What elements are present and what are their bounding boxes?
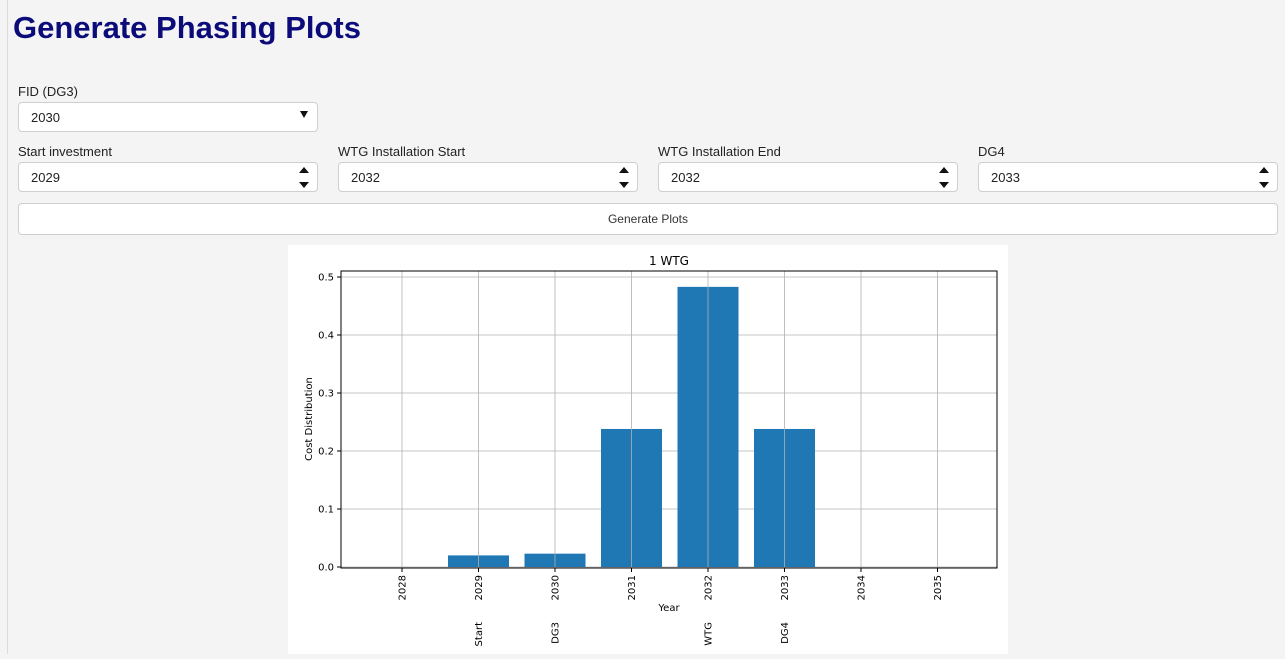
spinner-down-icon[interactable] (299, 182, 309, 188)
chart-axes-frame (340, 270, 998, 569)
start-investment-value: 2029 (31, 170, 60, 185)
y-tick-label: 0.2 (318, 447, 334, 458)
generate-plots-button[interactable]: Generate Plots (18, 203, 1278, 235)
fid-select[interactable]: 2030 (18, 102, 318, 132)
wtg-end-value: 2032 (671, 170, 700, 185)
fid-label: FID (DG3) (18, 84, 78, 99)
spinner-down-icon[interactable] (1259, 182, 1269, 188)
dg4-label: DG4 (978, 144, 1005, 159)
chevron-down-icon (300, 111, 308, 118)
number-spinner[interactable] (299, 167, 309, 189)
milestone-label-wtg: WTG (704, 622, 715, 646)
milestone-label-dg3: DG3 (551, 622, 562, 644)
start-investment-label: Start investment (18, 144, 112, 159)
x-tick-label: 2028 (398, 575, 409, 600)
page-left-border (7, 0, 8, 654)
x-tick-label: 2029 (474, 575, 485, 600)
plot-panel: 0.0 0.1 0.2 0.3 0.4 0.5 2028 2029 2030 2031 2032 20… (288, 245, 1008, 654)
chart-ticks: 0.0 0.1 0.2 0.3 0.4 0.5 2028 2029 2030 2031 2032 20… (318, 273, 944, 647)
fid-value: 2030 (31, 110, 60, 125)
y-tick-label: 0.5 (318, 273, 334, 284)
chart-ylabel: Cost Distribution (304, 377, 315, 461)
x-tick-label: 2031 (627, 575, 638, 600)
x-tick-label: 2034 (857, 575, 868, 600)
chart-xlabel: Year (657, 603, 680, 614)
spinner-up-icon[interactable] (619, 167, 629, 173)
spinner-up-icon[interactable] (939, 167, 949, 173)
phasing-chart: 0.0 0.1 0.2 0.3 0.4 0.5 2028 2029 2030 2031 2032 20… (304, 254, 998, 647)
y-tick-label: 0.0 (318, 563, 334, 574)
chart-title: 1 WTG (649, 254, 689, 268)
x-tick-label: 2032 (704, 575, 715, 600)
start-investment-input[interactable]: 2029 (18, 162, 318, 192)
dg4-input[interactable]: 2033 (978, 162, 1278, 192)
dg4-value: 2033 (991, 170, 1020, 185)
wtg-start-input[interactable]: 2032 (338, 162, 638, 192)
number-spinner[interactable] (619, 167, 629, 189)
milestone-label-start: Start (474, 622, 485, 647)
y-tick-label: 0.3 (318, 389, 334, 400)
x-tick-label: 2033 (780, 575, 791, 600)
wtg-start-value: 2032 (351, 170, 380, 185)
chart-grid (341, 276, 997, 568)
y-tick-label: 0.1 (318, 505, 334, 516)
milestone-label-dg4: DG4 (780, 622, 791, 644)
y-tick-label: 0.4 (318, 331, 334, 342)
chart-bars (401, 271, 938, 568)
number-spinner[interactable] (1259, 167, 1269, 189)
spinner-down-icon[interactable] (619, 182, 629, 188)
spinner-down-icon[interactable] (939, 182, 949, 188)
spinner-up-icon[interactable] (299, 167, 309, 173)
wtg-end-label: WTG Installation End (658, 144, 781, 159)
page-title: Generate Phasing Plots (13, 10, 361, 45)
x-tick-label: 2035 (933, 575, 944, 600)
wtg-end-input[interactable]: 2032 (658, 162, 958, 192)
wtg-start-label: WTG Installation Start (338, 144, 466, 159)
spinner-up-icon[interactable] (1259, 167, 1269, 173)
x-tick-label: 2030 (551, 575, 562, 600)
number-spinner[interactable] (939, 167, 949, 189)
